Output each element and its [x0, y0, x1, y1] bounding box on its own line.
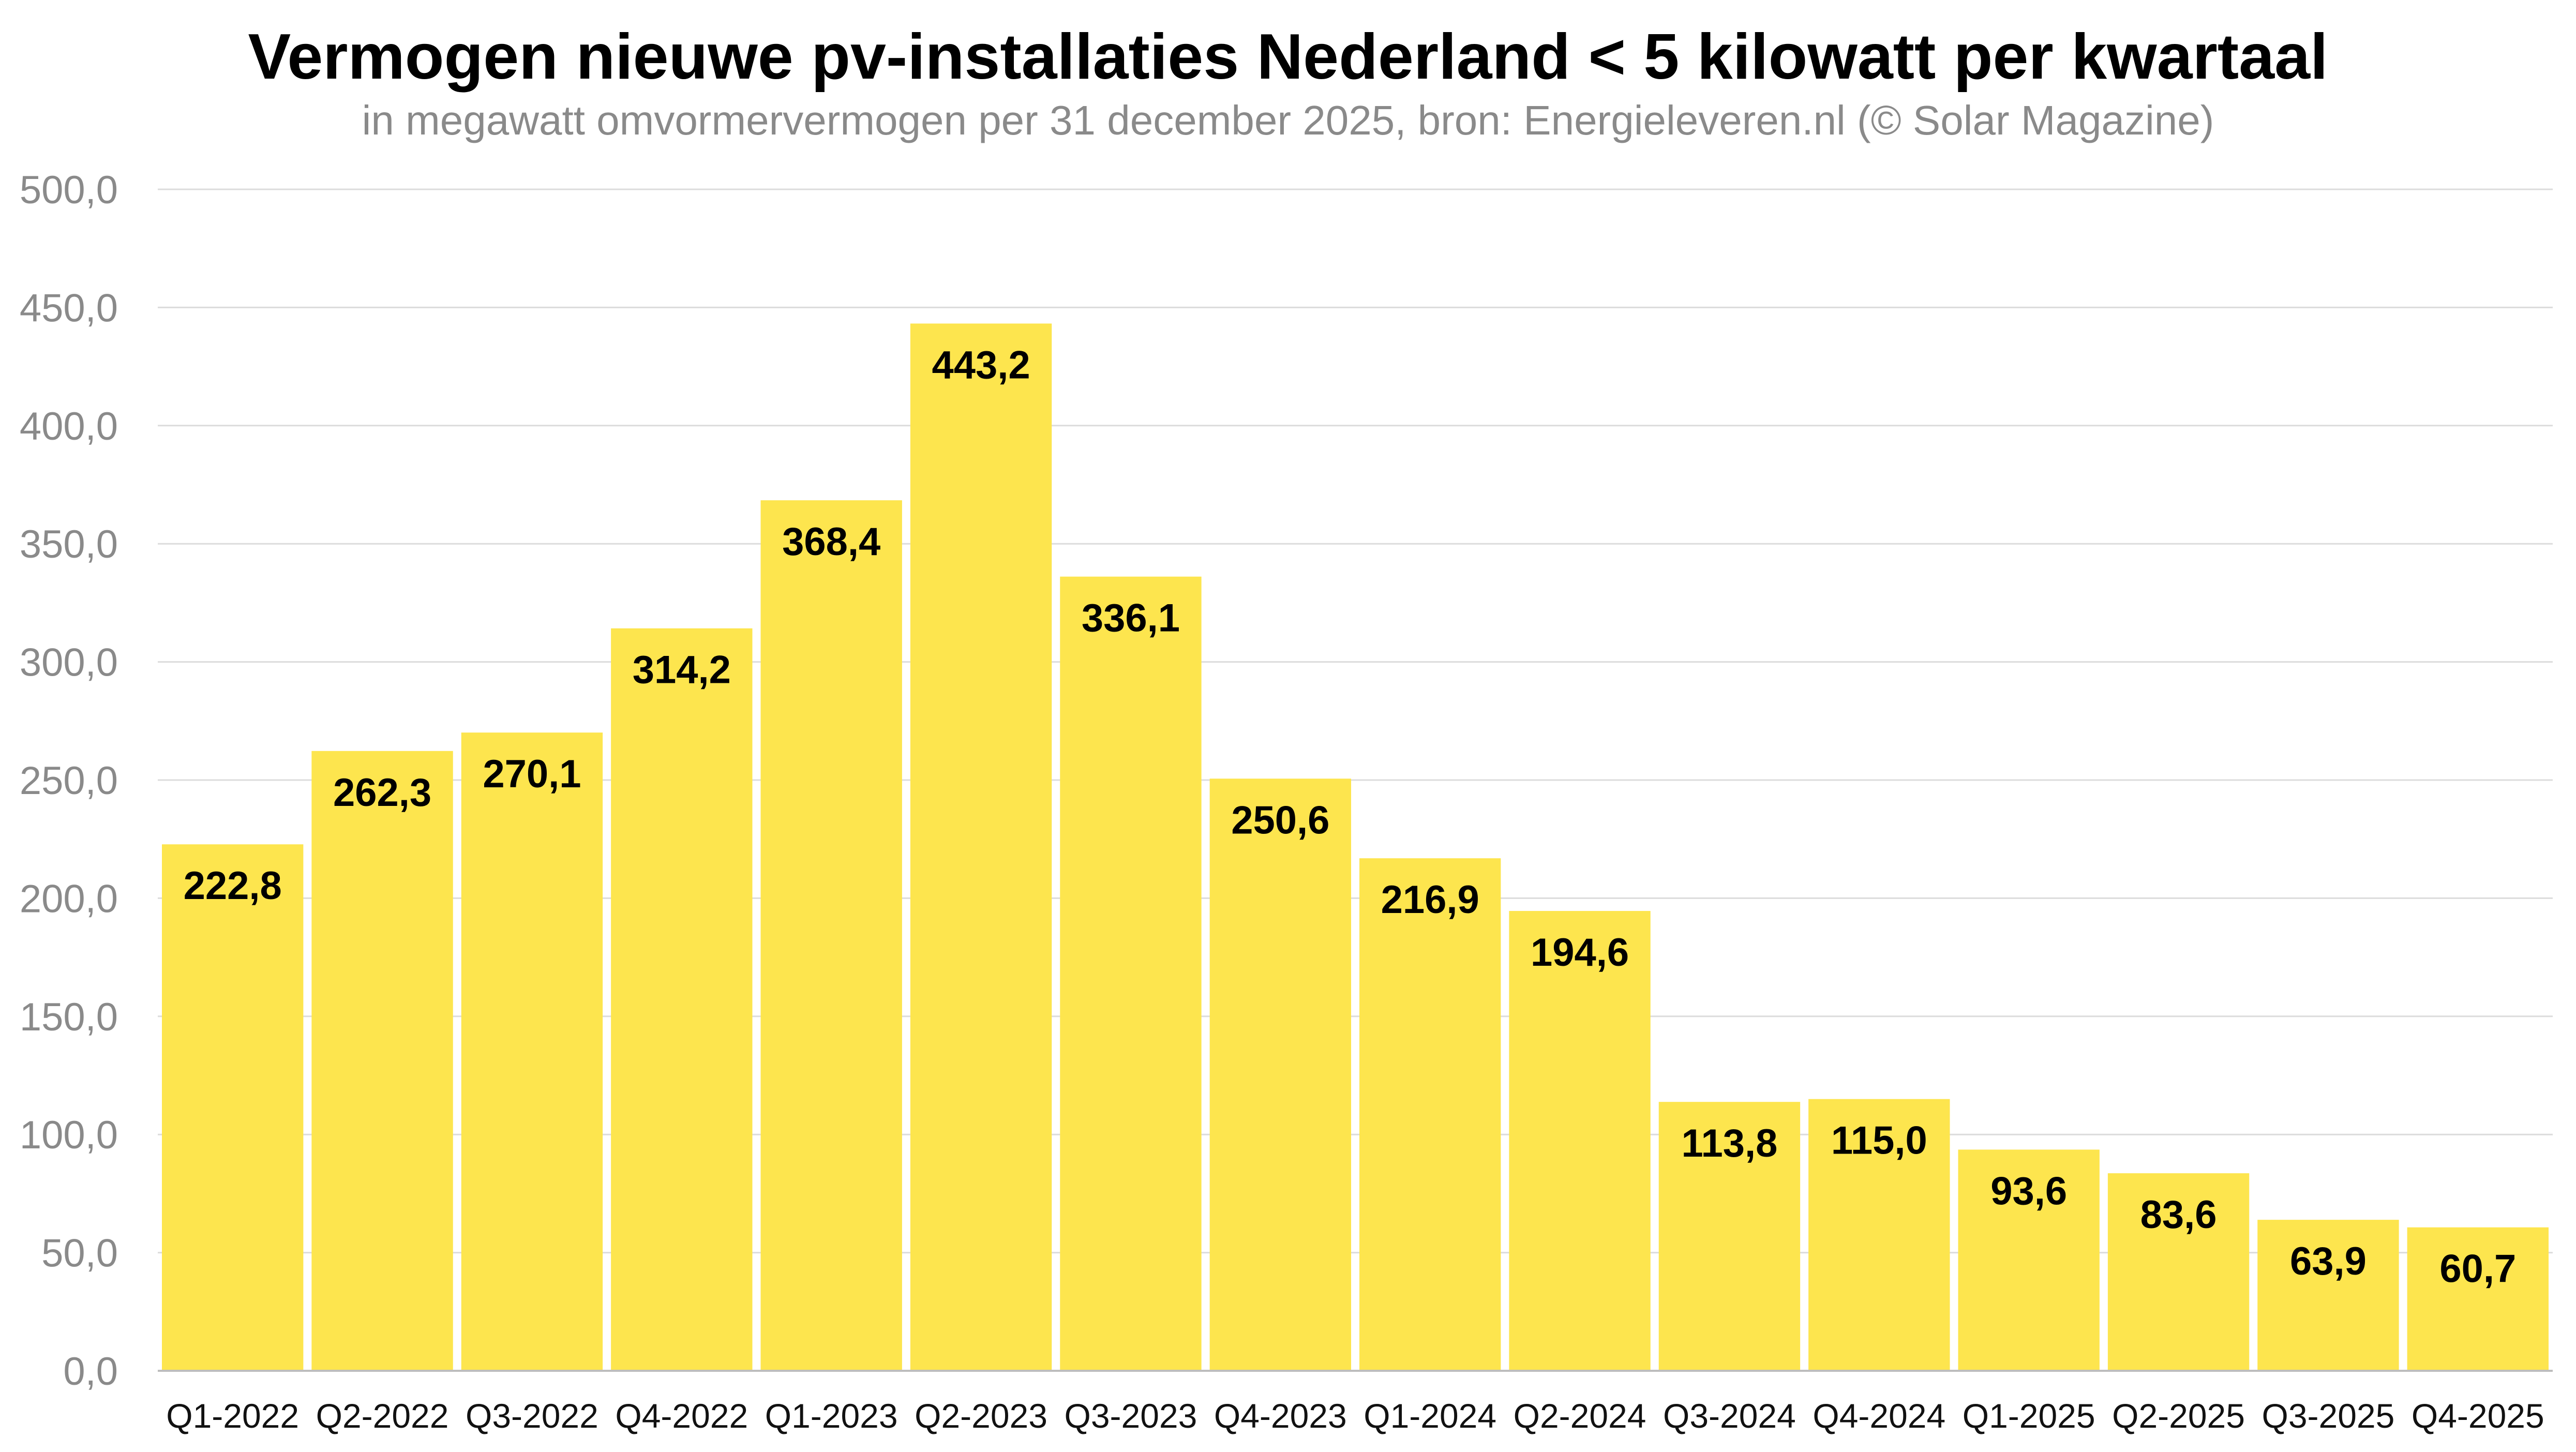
x-tick-label: Q3-2022	[466, 1397, 598, 1435]
x-tick-label: Q2-2023	[915, 1397, 1047, 1435]
data-label: 270,1	[483, 752, 581, 796]
data-label: 443,2	[932, 343, 1030, 387]
data-label: 216,9	[1381, 878, 1479, 922]
x-tick-label: Q1-2024	[1364, 1397, 1496, 1435]
bar	[1209, 779, 1351, 1371]
x-tick-label: Q2-2022	[316, 1397, 449, 1435]
data-labels: 222,8 262,3 270,1 314,2 368,4 443,2 336,1 250,6…	[184, 343, 2517, 1291]
x-tick-label: Q3-2023	[1065, 1397, 1197, 1435]
bar	[1808, 1099, 1950, 1371]
y-tick-label: 50,0	[41, 1232, 118, 1276]
y-tick-label: 300,0	[20, 641, 118, 685]
y-tick-label: 100,0	[20, 1113, 118, 1157]
x-tick-label: Q2-2024	[1514, 1397, 1646, 1435]
data-label: 336,1	[1082, 596, 1180, 640]
bars	[162, 323, 2549, 1371]
bar	[611, 628, 753, 1371]
x-tick-label: Q4-2022	[615, 1397, 748, 1435]
y-tick-label: 200,0	[20, 877, 118, 921]
bar	[311, 751, 453, 1371]
x-tick-label: Q4-2024	[1813, 1397, 1945, 1435]
x-tick-label: Q3-2024	[1663, 1397, 1796, 1435]
y-tick-label: 400,0	[20, 405, 118, 448]
x-tick-label: Q4-2025	[2412, 1397, 2544, 1435]
x-axis-tick-labels: Q1-2022 Q2-2022 Q3-2022 Q4-2022 Q1-2023 Q2-20…	[166, 1397, 2544, 1435]
bar	[2407, 1227, 2549, 1371]
x-tick-label: Q3-2025	[2262, 1397, 2395, 1435]
x-tick-label: Q1-2023	[765, 1397, 898, 1435]
data-label: 250,6	[1231, 798, 1329, 842]
data-label: 194,6	[1531, 931, 1629, 975]
bar	[1359, 858, 1501, 1371]
y-tick-label: 450,0	[20, 286, 118, 330]
bar	[1958, 1149, 2100, 1371]
bar	[162, 844, 304, 1371]
x-tick-label: Q4-2023	[1214, 1397, 1347, 1435]
y-tick-label: 0,0	[63, 1350, 118, 1394]
bar	[2257, 1220, 2399, 1371]
y-tick-label: 350,0	[20, 522, 118, 566]
chart-subtitle: in megawatt omvormervermogen per 31 dece…	[362, 97, 2214, 143]
chart-title: Vermogen nieuwe pv-installaties Nederlan…	[248, 21, 2328, 93]
data-label: 93,6	[1990, 1169, 2067, 1213]
data-label: 113,8	[1681, 1121, 1777, 1165]
bar	[461, 732, 603, 1371]
data-label: 60,7	[2439, 1247, 2516, 1291]
data-label: 222,8	[184, 864, 282, 908]
bar	[2107, 1173, 2250, 1371]
y-tick-label: 500,0	[20, 168, 118, 212]
data-label: 368,4	[782, 520, 880, 564]
bar	[1509, 911, 1651, 1371]
bar	[760, 500, 902, 1371]
data-label: 262,3	[333, 771, 431, 815]
data-label: 63,9	[2290, 1239, 2367, 1283]
bar	[1060, 576, 1202, 1371]
y-axis-tick-labels: 0,0 50,0 100,0 150,0 200,0 250,0 300,0 350,0 400…	[20, 168, 118, 1394]
x-tick-label: Q1-2025	[1963, 1397, 2095, 1435]
data-label: 115,0	[1831, 1119, 1927, 1163]
x-tick-label: Q2-2025	[2112, 1397, 2245, 1435]
y-tick-label: 250,0	[20, 759, 118, 803]
data-label: 83,6	[2140, 1193, 2217, 1237]
bar	[1658, 1102, 1801, 1371]
y-tick-label: 150,0	[20, 995, 118, 1039]
bar	[910, 323, 1052, 1371]
x-tick-label: Q1-2022	[166, 1397, 299, 1435]
data-label: 314,2	[633, 648, 731, 692]
